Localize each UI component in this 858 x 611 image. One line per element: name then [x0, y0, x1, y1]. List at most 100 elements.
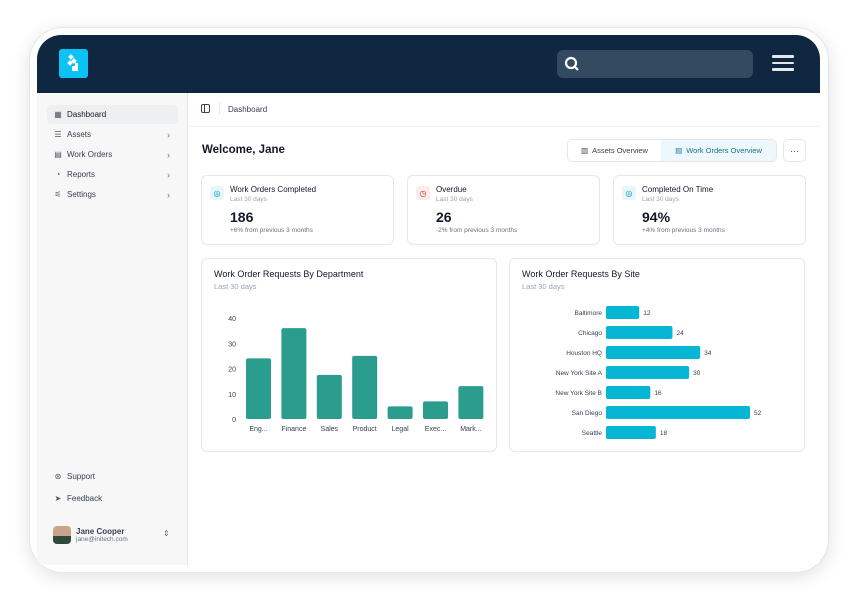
sidebar-item-label: Assets: [67, 130, 92, 139]
tab-label: Work Orders Overview: [686, 146, 762, 155]
sidebar-toggle-icon[interactable]: [201, 104, 210, 113]
sliders-icon: ⚟: [54, 190, 62, 199]
x-tick-label: Eng...: [249, 426, 267, 433]
tab-work-orders-overview[interactable]: ▤ Work Orders Overview: [661, 140, 776, 161]
x-tick-label: Mark...: [460, 426, 481, 433]
kpi-subtitle: Last 30 days: [642, 196, 679, 203]
chart-subtitle: Last 30 days: [522, 282, 565, 291]
y-tick-label: 10: [228, 392, 236, 399]
sidebar-item-assets[interactable]: ☰ Assets ›: [47, 125, 178, 144]
tab-assets-overview[interactable]: ▥ Assets Overview: [568, 140, 661, 161]
kpi-card-overdue: ◷ Overdue Last 30 days 26 -2% from previ…: [407, 175, 600, 245]
list-icon: ☰: [54, 130, 62, 139]
y-tick-label: 20: [228, 367, 236, 374]
x-tick-label: Finance: [281, 426, 306, 433]
site-bar-chart: Baltimore 12 Chicago 24 Houston HQ 34 New York…: [555, 306, 762, 439]
sidebar-item-label: Feedback: [67, 494, 103, 503]
overview-tabs: ▥ Assets Overview ▤ Work Orders Overview: [567, 139, 777, 162]
bar-houstonhq: [606, 346, 701, 359]
search-icon: [564, 56, 579, 71]
clipboard-icon: ▤: [54, 150, 62, 159]
sidebar: ▦ Dashboard ☰ Assets › ▤ Work Orders › ◔ Repor…: [37, 93, 188, 565]
breadcrumb-item[interactable]: Dashboard: [228, 105, 268, 114]
y-tick-label: 30: [228, 341, 236, 348]
search-input[interactable]: [557, 50, 753, 78]
data-label: 18: [660, 430, 668, 437]
breadcrumb: Dashboard: [188, 93, 820, 127]
y-tick-label: Seattle: [582, 430, 603, 437]
bar-seattle: [606, 426, 656, 439]
sidebar-item-label: Reports: [67, 170, 96, 179]
tab-label: Assets Overview: [592, 146, 648, 155]
data-label: 12: [643, 310, 651, 317]
hamburger-menu-icon[interactable]: [772, 55, 794, 71]
sidebar-item-dashboard[interactable]: ▦ Dashboard: [47, 105, 178, 124]
check-circle-icon: ◎: [210, 186, 224, 200]
x-tick-label: Product: [353, 426, 377, 433]
divider: [219, 102, 220, 115]
chart-subtitle: Last 30 days: [214, 282, 257, 291]
avatar: [53, 526, 71, 544]
page-title: Welcome, Jane: [202, 144, 285, 156]
bar-legal: [387, 406, 413, 419]
x-tick-label: Exec...: [425, 426, 446, 433]
chevron-right-icon: ›: [167, 169, 170, 180]
bar-eng: [246, 358, 271, 419]
bar-newyorksitea: [606, 366, 690, 379]
kpi-change: +4% from previous 3 months: [642, 227, 725, 234]
site-chart-card: Work Order Requests By Site Last 30 days…: [509, 258, 805, 452]
lifebuoy-icon: ⊛: [54, 472, 62, 481]
sidebar-item-label: Dashboard: [67, 110, 107, 119]
data-label: 34: [704, 350, 712, 357]
user-name: Jane Cooper: [76, 527, 125, 536]
bar-baltimore: [606, 306, 640, 319]
y-tick-label: Chicago: [578, 330, 602, 337]
bar-newyorksiteb: [606, 386, 651, 399]
pie-chart-icon: ◔: [55, 170, 61, 179]
kpi-change: -2% from previous 3 months: [436, 227, 518, 234]
kpi-card-completed: ◎ Work Orders Completed Last 30 days 186…: [201, 175, 394, 245]
sidebar-item-label: Work Orders: [67, 150, 113, 159]
send-icon: ➤: [54, 494, 62, 503]
bar-chicago: [606, 326, 673, 339]
bar-finance: [281, 328, 307, 419]
data-label: 30: [693, 370, 701, 377]
x-tick-label: Sales: [321, 426, 339, 433]
grid-icon: ▦: [54, 110, 62, 119]
kpi-value: 94%: [642, 209, 671, 225]
bar-mark: [458, 386, 484, 419]
top-header: [37, 35, 820, 93]
sidebar-item-feedback[interactable]: ➤ Feedback: [47, 489, 178, 508]
data-label: 52: [754, 410, 762, 417]
logo-icon[interactable]: [59, 49, 88, 78]
sidebar-item-reports[interactable]: ◔ Reports ›: [47, 165, 178, 184]
y-tick-label: 40: [228, 316, 236, 323]
chevron-right-icon: ›: [167, 129, 170, 140]
data-label: 16: [654, 390, 662, 397]
chevron-up-down-icon: ⇕: [163, 529, 170, 538]
kpi-title: Overdue: [436, 185, 467, 194]
chart-title: Work Order Requests By Department: [214, 269, 364, 279]
sidebar-item-label: Settings: [67, 190, 96, 199]
y-tick-label: New York Site B: [555, 390, 602, 397]
department-chart-card: Work Order Requests By Department Last 3…: [201, 258, 497, 452]
sidebar-item-support[interactable]: ⊛ Support: [47, 467, 178, 486]
bar-sandiego: [606, 406, 751, 419]
chevron-right-icon: ›: [167, 189, 170, 200]
clock-alert-icon: ◷: [416, 186, 430, 200]
y-tick-label: 0: [232, 417, 236, 424]
bar-exec: [423, 401, 448, 419]
kpi-value: 26: [436, 209, 452, 225]
user-email: jane@initech.com: [76, 536, 128, 543]
sidebar-item-settings[interactable]: ⚟ Settings ›: [47, 185, 178, 204]
kpi-card-on-time: ◎ Completed On Time Last 30 days 94% +4%…: [613, 175, 806, 245]
kpi-subtitle: Last 30 days: [230, 196, 267, 203]
sidebar-item-work-orders[interactable]: ▤ Work Orders ›: [47, 145, 178, 164]
more-options-button[interactable]: ···: [783, 139, 806, 162]
user-menu[interactable]: Jane Cooper jane@initech.com ⇕: [53, 526, 170, 544]
bar-sales: [316, 374, 342, 419]
kpi-value: 186: [230, 209, 254, 225]
kpi-title: Completed On Time: [642, 185, 714, 194]
chevron-right-icon: ›: [167, 149, 170, 160]
y-tick-label: Baltimore: [575, 310, 603, 317]
